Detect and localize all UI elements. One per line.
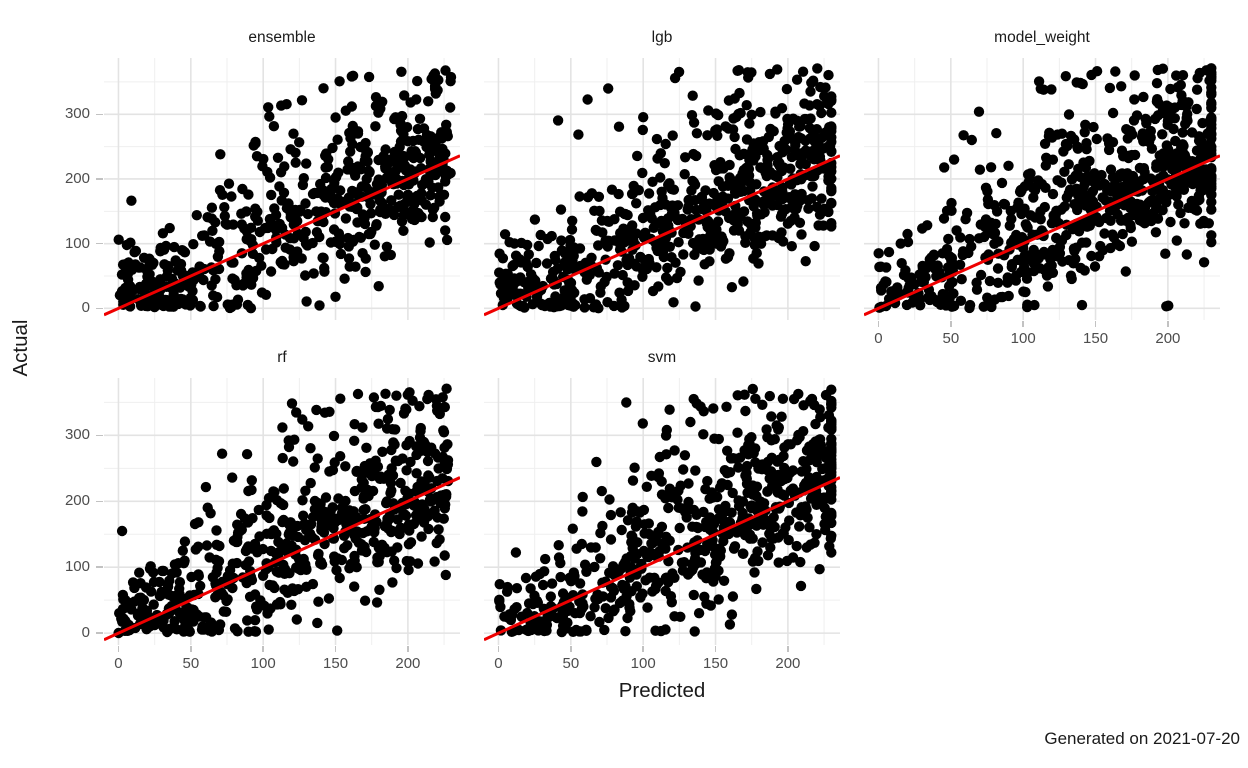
- x-tick-mark: [1094, 321, 1097, 327]
- x-axis-title: Predicted: [618, 679, 706, 702]
- y-tick-mark: [96, 434, 103, 437]
- y-tick-mark: [96, 242, 103, 245]
- identity-line: [864, 154, 1220, 317]
- x-tick-label: 150: [1083, 330, 1109, 347]
- y-tick-label: 200: [64, 492, 90, 510]
- facet-title-model_weight: model_weight: [994, 29, 1090, 46]
- x-tick-mark: [787, 646, 789, 652]
- y-tick-label: 0: [81, 299, 90, 317]
- y-tick-label: 200: [64, 169, 90, 187]
- x-tick-mark: [117, 646, 120, 652]
- x-tick-label: 100: [1010, 330, 1036, 347]
- x-tick-label: 50: [942, 330, 960, 347]
- identity-line: [104, 476, 460, 642]
- x-tick-mark: [714, 646, 717, 652]
- x-tick-label: 0: [874, 330, 883, 347]
- x-tick-mark: [950, 321, 952, 327]
- x-tick-mark: [407, 646, 409, 652]
- x-tick-mark: [1022, 321, 1024, 327]
- y-tick-mark: [96, 307, 103, 310]
- x-tick-mark: [262, 646, 264, 652]
- facet-title-svm: svm: [647, 349, 677, 366]
- y-tick-label: 300: [64, 426, 90, 444]
- y-tick-mark: [96, 632, 103, 634]
- facet-title-lgb: lgb: [651, 29, 673, 46]
- identity-line: [484, 476, 840, 642]
- x-tick-label: 50: [562, 655, 580, 672]
- figure-caption: Generated on 2021-07-20: [1044, 729, 1240, 748]
- facet-title-rf: rf: [277, 349, 287, 366]
- scatter-panel-svm: [484, 378, 840, 645]
- x-tick-label: 100: [250, 655, 276, 672]
- identity-line: [104, 154, 460, 317]
- x-tick-mark: [877, 321, 880, 327]
- x-tick-label: 0: [494, 655, 503, 672]
- scatter-panel-model_weight: [864, 58, 1220, 320]
- x-tick-label: 200: [1155, 330, 1181, 347]
- y-tick-mark: [96, 500, 103, 503]
- facet-title-ensemble: ensemble: [248, 29, 316, 46]
- x-tick-label: 150: [703, 655, 729, 672]
- x-tick-mark: [570, 646, 572, 652]
- y-tick-mark: [96, 566, 103, 568]
- y-tick-label: 100: [64, 558, 90, 576]
- x-tick-label: 100: [630, 655, 656, 672]
- data-points: [113, 65, 457, 314]
- x-tick-mark: [642, 646, 644, 652]
- scatter-panel-rf: [104, 378, 460, 645]
- y-tick-label: 100: [64, 234, 90, 252]
- data-points: [113, 383, 454, 639]
- y-tick-label: 0: [81, 624, 90, 642]
- x-tick-label: 0: [114, 655, 123, 672]
- y-tick-mark: [96, 113, 103, 116]
- y-tick-mark: [96, 178, 103, 180]
- x-tick-mark: [1167, 321, 1169, 327]
- scatter-panel-lgb: [484, 58, 840, 320]
- x-tick-label: 50: [182, 655, 200, 672]
- scatter-panel-ensemble: [104, 58, 460, 320]
- x-tick-mark: [497, 646, 500, 652]
- data-points: [494, 63, 837, 314]
- data-points: [494, 383, 837, 638]
- x-tick-label: 200: [775, 655, 801, 672]
- x-tick-label: 150: [323, 655, 349, 672]
- x-tick-mark: [334, 646, 337, 652]
- identity-line: [484, 154, 840, 317]
- x-tick-mark: [190, 646, 192, 652]
- y-tick-label: 300: [64, 105, 90, 123]
- y-axis-title: Actual: [9, 319, 32, 377]
- x-tick-label: 200: [395, 655, 421, 672]
